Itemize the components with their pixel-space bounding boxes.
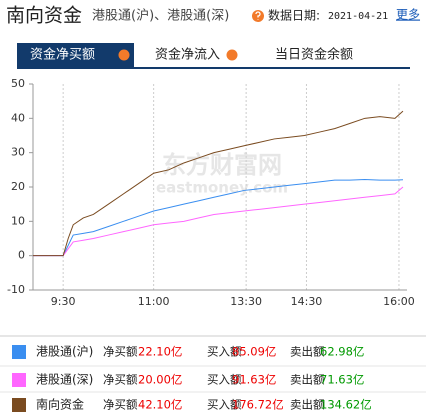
table-cell: 买入额 xyxy=(207,345,242,359)
help-icon[interactable] xyxy=(118,49,130,61)
table-cell: 85.09亿 xyxy=(232,345,276,359)
tab[interactable]: 资金净买额 xyxy=(30,47,95,63)
x-tick-label: 13:30 xyxy=(230,295,262,308)
table-cell: 62.98亿 xyxy=(320,345,364,359)
x-tick-label: 11:00 xyxy=(138,295,170,308)
table-cell: 净买额 xyxy=(103,345,138,359)
x-tick-label: 16:00 xyxy=(383,295,415,308)
y-tick-label: -10 xyxy=(7,283,25,296)
legend-name: 港股通(深) xyxy=(36,373,93,387)
series-line xyxy=(33,186,404,257)
legend-name: 南向资金 xyxy=(36,397,84,412)
y-tick-label: 20 xyxy=(11,180,25,193)
table-cell: 卖出额 xyxy=(290,373,325,387)
y-tick-label: 50 xyxy=(11,77,25,90)
table-cell: 净买额 xyxy=(103,373,138,387)
date-label: 数据日期: xyxy=(268,8,320,23)
y-tick-label: 30 xyxy=(11,146,25,159)
table-cell: 134.62亿 xyxy=(320,398,372,412)
table-cell: 22.10亿 xyxy=(138,345,182,359)
table-cell: 买入额 xyxy=(207,373,242,387)
table-cell: 176.72亿 xyxy=(232,398,284,412)
table-cell: 42.10亿 xyxy=(138,398,182,412)
subtitle: 港股通(沪)、港股通(深) xyxy=(92,8,229,24)
date: 2021-04-21 xyxy=(328,11,388,22)
x-tick-label: 14:30 xyxy=(291,295,323,308)
y-tick-label: 10 xyxy=(11,214,25,227)
table-cell: 卖出额 xyxy=(290,345,325,359)
watermark: eastmoney.com xyxy=(156,179,288,197)
title: 南向资金 xyxy=(6,5,82,27)
active-tab-bg[interactable] xyxy=(17,43,134,67)
x-tick-label: 9:30 xyxy=(51,295,76,308)
help-icon[interactable] xyxy=(226,49,238,61)
help-glyph xyxy=(255,11,261,20)
table-cell: 20.00亿 xyxy=(138,373,182,387)
table-cell: 71.63亿 xyxy=(320,373,364,387)
tab[interactable]: 当日资金余额 xyxy=(275,47,353,63)
series-line xyxy=(33,178,403,257)
y-tick-label: 0 xyxy=(18,249,25,262)
legend-swatch xyxy=(12,345,26,359)
table-cell: 91.63亿 xyxy=(232,373,276,387)
series-line xyxy=(33,110,404,257)
legend-swatch xyxy=(12,398,26,412)
legend-name: 港股通(沪) xyxy=(36,345,93,359)
table-cell: 净买额 xyxy=(103,398,138,412)
watermark: 东方财富网 xyxy=(162,151,282,179)
tab[interactable]: 资金净流入 xyxy=(155,47,220,63)
more-link[interactable]: 更多 xyxy=(396,8,420,22)
legend-swatch xyxy=(12,373,26,387)
table-cell: 卖出额 xyxy=(290,398,325,412)
y-tick-label: 40 xyxy=(11,111,25,124)
table-cell: 买入额 xyxy=(207,398,242,412)
